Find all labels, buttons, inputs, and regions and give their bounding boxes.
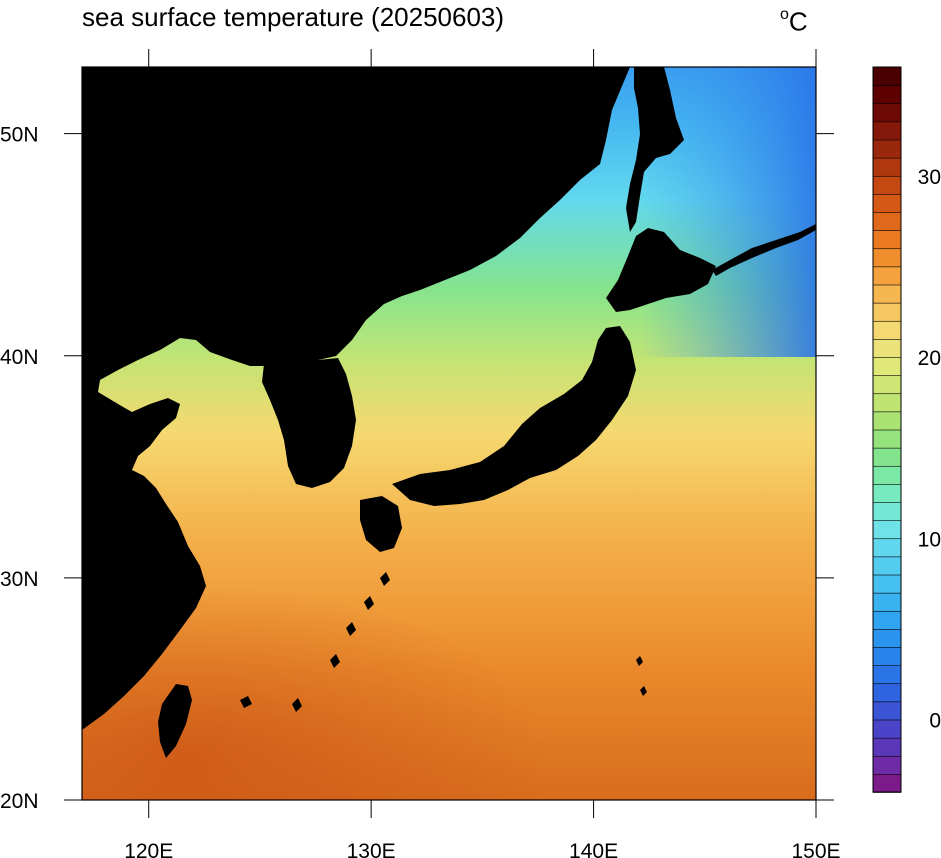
- colorbar: 0 10 20 30: [872, 66, 941, 793]
- lon-tick-label-120: 120E: [124, 840, 173, 858]
- map-frame: [81, 66, 817, 801]
- colorbar-box-3: [872, 719, 902, 739]
- lat-tick-label-40: 40N: [0, 346, 39, 369]
- colorbar-box-31: [872, 211, 902, 231]
- colorbar-box-12: [872, 556, 902, 576]
- colorbar-box-20: [872, 411, 902, 431]
- colorbar-box-4: [872, 701, 902, 721]
- colorbar-box-38: [872, 84, 902, 105]
- colorbar-box-24: [872, 338, 902, 358]
- colorbar-box-28: [872, 266, 902, 286]
- colorbar-box-2: [872, 737, 902, 757]
- colorbar-box-22: [872, 374, 902, 395]
- colorbar-label-10: 10: [918, 528, 941, 551]
- land-mask: [82, 67, 816, 758]
- colorbar-box-33: [872, 175, 902, 195]
- colorbar-box-0: [872, 773, 902, 793]
- colorbar-label-20: 20: [918, 347, 941, 370]
- colorbar-box-39: [872, 66, 902, 86]
- korean-peninsula: [262, 358, 356, 488]
- sakhalin: [626, 67, 684, 232]
- colorbar-box-16: [872, 483, 902, 503]
- colorbar-box-32: [872, 193, 902, 213]
- colorbar-box-17: [872, 465, 902, 485]
- colorbar-label-30: 30: [918, 166, 941, 189]
- honshu-shikoku: [392, 326, 636, 506]
- asia-mainland: [82, 67, 630, 730]
- colorbar-label-0: 0: [929, 710, 941, 733]
- taiwan: [158, 684, 192, 758]
- colorbar-box-37: [872, 102, 902, 123]
- lat-tick-label-20: 20N: [0, 790, 39, 813]
- colorbar-box-5: [872, 682, 902, 703]
- colorbar-box-11: [872, 574, 902, 594]
- colorbar-box-30: [872, 229, 902, 250]
- unit-label: oC: [780, 2, 808, 37]
- map-title: sea surface temperature (20250603): [82, 2, 505, 32]
- colorbar-box-35: [872, 139, 902, 159]
- lon-tick-label-140: 140E: [569, 840, 618, 858]
- colorbar-box-25: [872, 320, 902, 340]
- colorbar-box-21: [872, 392, 902, 413]
- colorbar-box-19: [872, 429, 902, 449]
- degree-symbol: o: [780, 6, 789, 23]
- bonin-islands: [636, 656, 647, 696]
- map-plot-area: [82, 67, 816, 800]
- colorbar-box-34: [872, 157, 902, 177]
- lon-tick-label-150: 150E: [791, 840, 840, 858]
- colorbar-box-27: [872, 284, 902, 304]
- colorbar-box-13: [872, 537, 902, 558]
- colorbar-frame: [872, 66, 902, 793]
- map-axes: 120E 130E 140E 150E 20N 30N 40N 50N: [0, 49, 841, 858]
- colorbar-box-23: [872, 356, 902, 376]
- colorbar-box-6: [872, 664, 902, 685]
- colorbar-box-1: [872, 755, 902, 775]
- colorbar-box-15: [872, 501, 902, 521]
- colorbar-box-29: [872, 247, 902, 268]
- colorbar-box-9: [872, 610, 902, 630]
- kyushu: [360, 496, 402, 552]
- lat-tick-label-50: 50N: [0, 124, 39, 147]
- colorbar-box-10: [872, 592, 902, 612]
- kuril-islands: [712, 224, 816, 276]
- colorbar-box-7: [872, 646, 902, 666]
- lon-tick-label-130: 130E: [347, 840, 396, 858]
- unit-letter: C: [788, 6, 808, 37]
- hokkaido: [606, 228, 716, 312]
- colorbar-box-36: [872, 121, 902, 141]
- colorbar-box-14: [872, 519, 902, 540]
- lat-tick-label-30: 30N: [0, 568, 39, 591]
- colorbar-box-26: [872, 302, 902, 322]
- colorbar-box-8: [872, 628, 902, 648]
- colorbar-box-18: [872, 447, 902, 467]
